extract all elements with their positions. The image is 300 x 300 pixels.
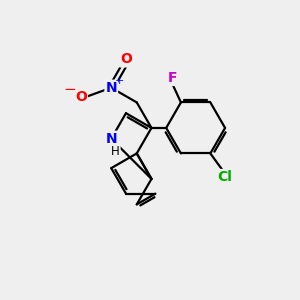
- Text: N: N: [105, 81, 117, 95]
- Text: N: N: [105, 132, 117, 146]
- Text: +: +: [115, 76, 124, 86]
- Text: −: −: [64, 82, 76, 97]
- Text: H: H: [111, 145, 120, 158]
- Text: O: O: [75, 90, 87, 104]
- Text: Cl: Cl: [218, 170, 232, 184]
- Text: F: F: [167, 71, 177, 85]
- Text: O: O: [120, 52, 132, 66]
